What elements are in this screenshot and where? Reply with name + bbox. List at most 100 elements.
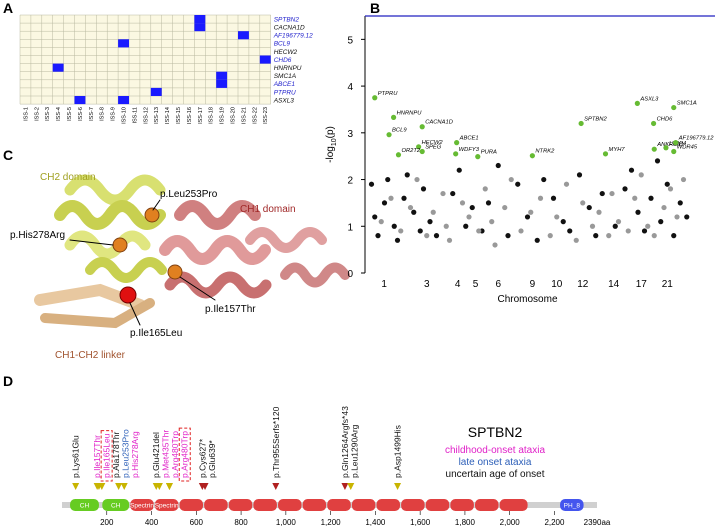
domain: [401, 499, 425, 511]
heatmap-cell: [74, 96, 86, 105]
data-point: [671, 148, 677, 155]
point-label: SPTBN2: [584, 116, 607, 122]
pointer: [179, 276, 216, 301]
highlight-box: [178, 427, 191, 482]
data-point: [599, 190, 605, 197]
column-label: ISS-14: [165, 107, 171, 124]
variant-label: p.Arg480Trp: [180, 431, 190, 478]
gene-label: HNRNPU: [274, 65, 302, 72]
point-label: NTRK2: [535, 149, 555, 155]
protein-title: SPTBN2: [468, 424, 523, 440]
point-label: ABCE1: [459, 136, 479, 142]
column-label: ISS-2: [34, 107, 40, 121]
column-label: ISS-16: [187, 107, 193, 124]
data-point: [593, 233, 599, 239]
domain: [475, 499, 499, 511]
point-label: PURA: [481, 150, 497, 156]
y-tick-label: 5: [347, 35, 353, 46]
column-label: ISS-5: [67, 107, 73, 121]
data-point: [524, 214, 531, 220]
data-point: [502, 204, 508, 211]
protein-structure: [34, 174, 350, 329]
variant-marker: [120, 483, 128, 490]
domain: [351, 499, 376, 511]
variant-marker: [272, 483, 280, 490]
domain-label: CH1 domain: [240, 204, 296, 215]
data-point: [661, 204, 667, 211]
data-point: [424, 233, 430, 239]
variant-label: p.Thr955Serfs*120: [271, 406, 281, 478]
data-point: [505, 233, 511, 239]
domain: [499, 499, 528, 511]
x-tick-label: 10: [551, 279, 563, 290]
variant-label: p.Lys61Glu: [71, 435, 81, 478]
helix: [164, 271, 272, 299]
heatmap-cell: [52, 63, 64, 72]
data-point: [446, 237, 453, 243]
helix: [280, 262, 350, 288]
y-tick-label: 4: [347, 82, 353, 93]
heatmap-cell: [259, 55, 271, 64]
data-point: [589, 223, 596, 229]
domain: [560, 499, 584, 511]
column-label: ISS-3: [45, 107, 51, 121]
data-point: [420, 186, 427, 192]
heatmap-background: [20, 15, 271, 105]
domain: [425, 499, 450, 511]
domain: [376, 499, 401, 511]
x-tick-label: 17: [636, 279, 648, 290]
data-point: [401, 195, 407, 201]
x-axis-label: Chromosome: [497, 294, 557, 305]
point-label: ASXL3: [639, 96, 659, 102]
pointer: [69, 239, 114, 246]
y-axis-label: -log10(p): [325, 126, 338, 163]
data-point: [615, 219, 622, 225]
data-point: [576, 172, 583, 178]
x-tick-label: 3: [424, 279, 430, 290]
x-tick-label: 12: [577, 279, 589, 290]
scale-label: 400: [145, 518, 159, 527]
linker-sheet: [40, 298, 155, 329]
data-point: [391, 114, 397, 120]
data-point: [489, 219, 495, 225]
data-point: [388, 195, 394, 201]
point-label: OR2T2: [401, 148, 420, 154]
column-label: ISS-7: [89, 107, 95, 121]
data-point: [475, 154, 481, 160]
data-point: [671, 233, 677, 239]
legend-entry: childhood-onset ataxia: [445, 445, 546, 456]
y-axis-label-part: (p): [325, 126, 336, 138]
column-label: ISS-6: [78, 107, 84, 121]
point-label: SMC1A: [677, 101, 697, 107]
data-point: [385, 176, 391, 183]
variant-label: p.Ile157Thr: [92, 435, 102, 478]
column-label: ISS-1: [23, 107, 29, 121]
residue-sphere: [167, 264, 183, 280]
variant-label: p.Met435Thr: [161, 430, 171, 478]
gene-label: CHD6: [274, 57, 292, 64]
column-label: ISS-12: [143, 107, 149, 124]
data-point: [456, 167, 462, 173]
point-label: WDR45: [677, 145, 698, 151]
column-label: ISS-8: [100, 107, 106, 121]
heatmap-cell: [118, 96, 129, 105]
data-point: [372, 95, 378, 101]
data-point: [641, 228, 648, 234]
data-point: [391, 223, 397, 229]
gene-label: SMC1A: [274, 73, 296, 80]
data-point: [684, 214, 690, 220]
helix: [245, 227, 327, 253]
variant-marker: [72, 483, 80, 490]
data-point: [469, 204, 475, 211]
data-point: [651, 120, 657, 127]
data-point: [648, 195, 654, 201]
legend-entry: uncertain age of onset: [446, 469, 545, 480]
domain: [278, 499, 302, 511]
column-label: ISS-18: [209, 107, 215, 124]
data-point: [466, 214, 472, 220]
x-tick-label: 5: [473, 279, 479, 290]
variant-marker: [394, 483, 402, 490]
data-point: [395, 152, 402, 158]
data-point: [518, 228, 524, 234]
